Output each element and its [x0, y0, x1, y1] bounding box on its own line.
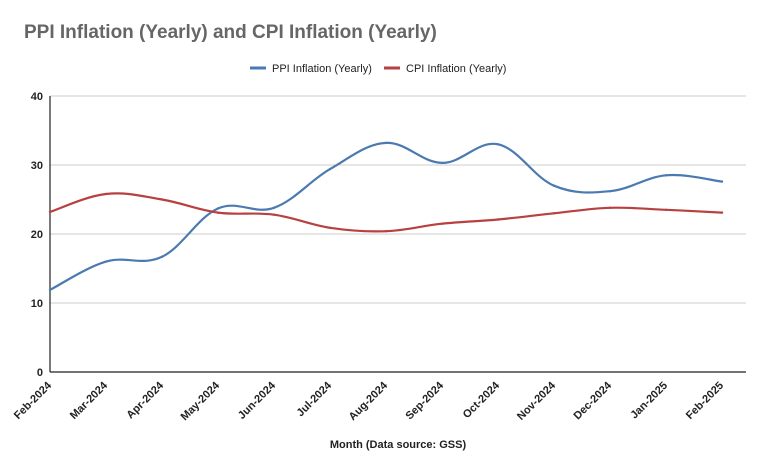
ppi-data-point — [328, 167, 332, 171]
cpi-data-point — [552, 212, 556, 215]
cpi-data-point — [664, 208, 668, 212]
y-tick-labels: 0 10 20 30 40 — [31, 91, 43, 379]
series-line-cpi — [48, 192, 724, 233]
ppi-data-point — [272, 206, 276, 209]
x-tick-label: Feb-2025 — [684, 380, 726, 422]
cpi-data-point — [272, 213, 276, 216]
x-axis-title: Month (Data source: GSS) — [330, 439, 467, 451]
axes — [49, 96, 746, 373]
ppi-data-point — [384, 141, 388, 145]
x-tick-label: Feb-2024 — [12, 379, 55, 422]
x-tick-label: Jun-2024 — [236, 379, 279, 422]
cpi-data-point — [104, 192, 108, 196]
cpi-data-point — [496, 218, 500, 221]
ppi-data-point — [160, 255, 164, 258]
series-lines — [48, 141, 724, 292]
cpi-data-point — [384, 230, 388, 233]
legend-label: CPI Inflation (Yearly) — [406, 63, 506, 75]
x-tick-label: Aug-2024 — [347, 379, 391, 423]
ppi-data-point — [104, 260, 108, 263]
x-tick-label: Mar-2024 — [68, 379, 111, 422]
ppi-data-point — [664, 174, 668, 177]
ppi-data-point — [552, 184, 556, 187]
cpi-data-point — [160, 198, 164, 201]
ppi-data-point — [48, 288, 52, 292]
x-tick-label: Sep-2024 — [403, 379, 446, 422]
ppi-data-point — [216, 207, 220, 210]
cpi-data-point — [440, 222, 444, 225]
ppi-data-point — [608, 190, 612, 193]
x-tick-label: May-2024 — [179, 379, 223, 423]
cpi-data-point — [720, 211, 724, 214]
ppi-data-point — [496, 143, 500, 146]
y-tick-label: 30 — [31, 160, 43, 172]
grid-lines — [50, 95, 746, 304]
y-tick-label: 40 — [31, 91, 43, 103]
ppi-data-point — [720, 180, 724, 183]
ppi-data-point — [440, 161, 444, 165]
y-tick-label: 0 — [37, 367, 43, 379]
legend: PPI Inflation (Yearly) CPI Inflation (Yea… — [250, 63, 506, 75]
y-tick-label: 20 — [31, 229, 43, 241]
cpi-data-point — [48, 210, 52, 214]
cpi-data-point — [608, 206, 612, 209]
x-tick-label: Jan-2025 — [628, 380, 670, 422]
x-tick-label: Dec-2024 — [571, 379, 614, 422]
y-tick-label: 10 — [31, 298, 43, 310]
cpi-data-point — [328, 226, 332, 229]
cpi-data-point — [216, 211, 220, 214]
x-tick-label: Jul-2024 — [295, 379, 335, 419]
chart-title: PPI Inflation (Yearly) and CPI Inflation… — [24, 22, 437, 43]
legend-label: PPI Inflation (Yearly) — [272, 63, 372, 75]
x-tick-labels: Feb-2024 Mar-2024 Apr-2024 May-2024 Jun-2024… — [12, 379, 726, 423]
x-tick-label: Apr-2024 — [124, 379, 166, 421]
x-tick-label: Nov-2024 — [515, 379, 559, 423]
x-tick-label: Oct-2024 — [461, 379, 503, 421]
